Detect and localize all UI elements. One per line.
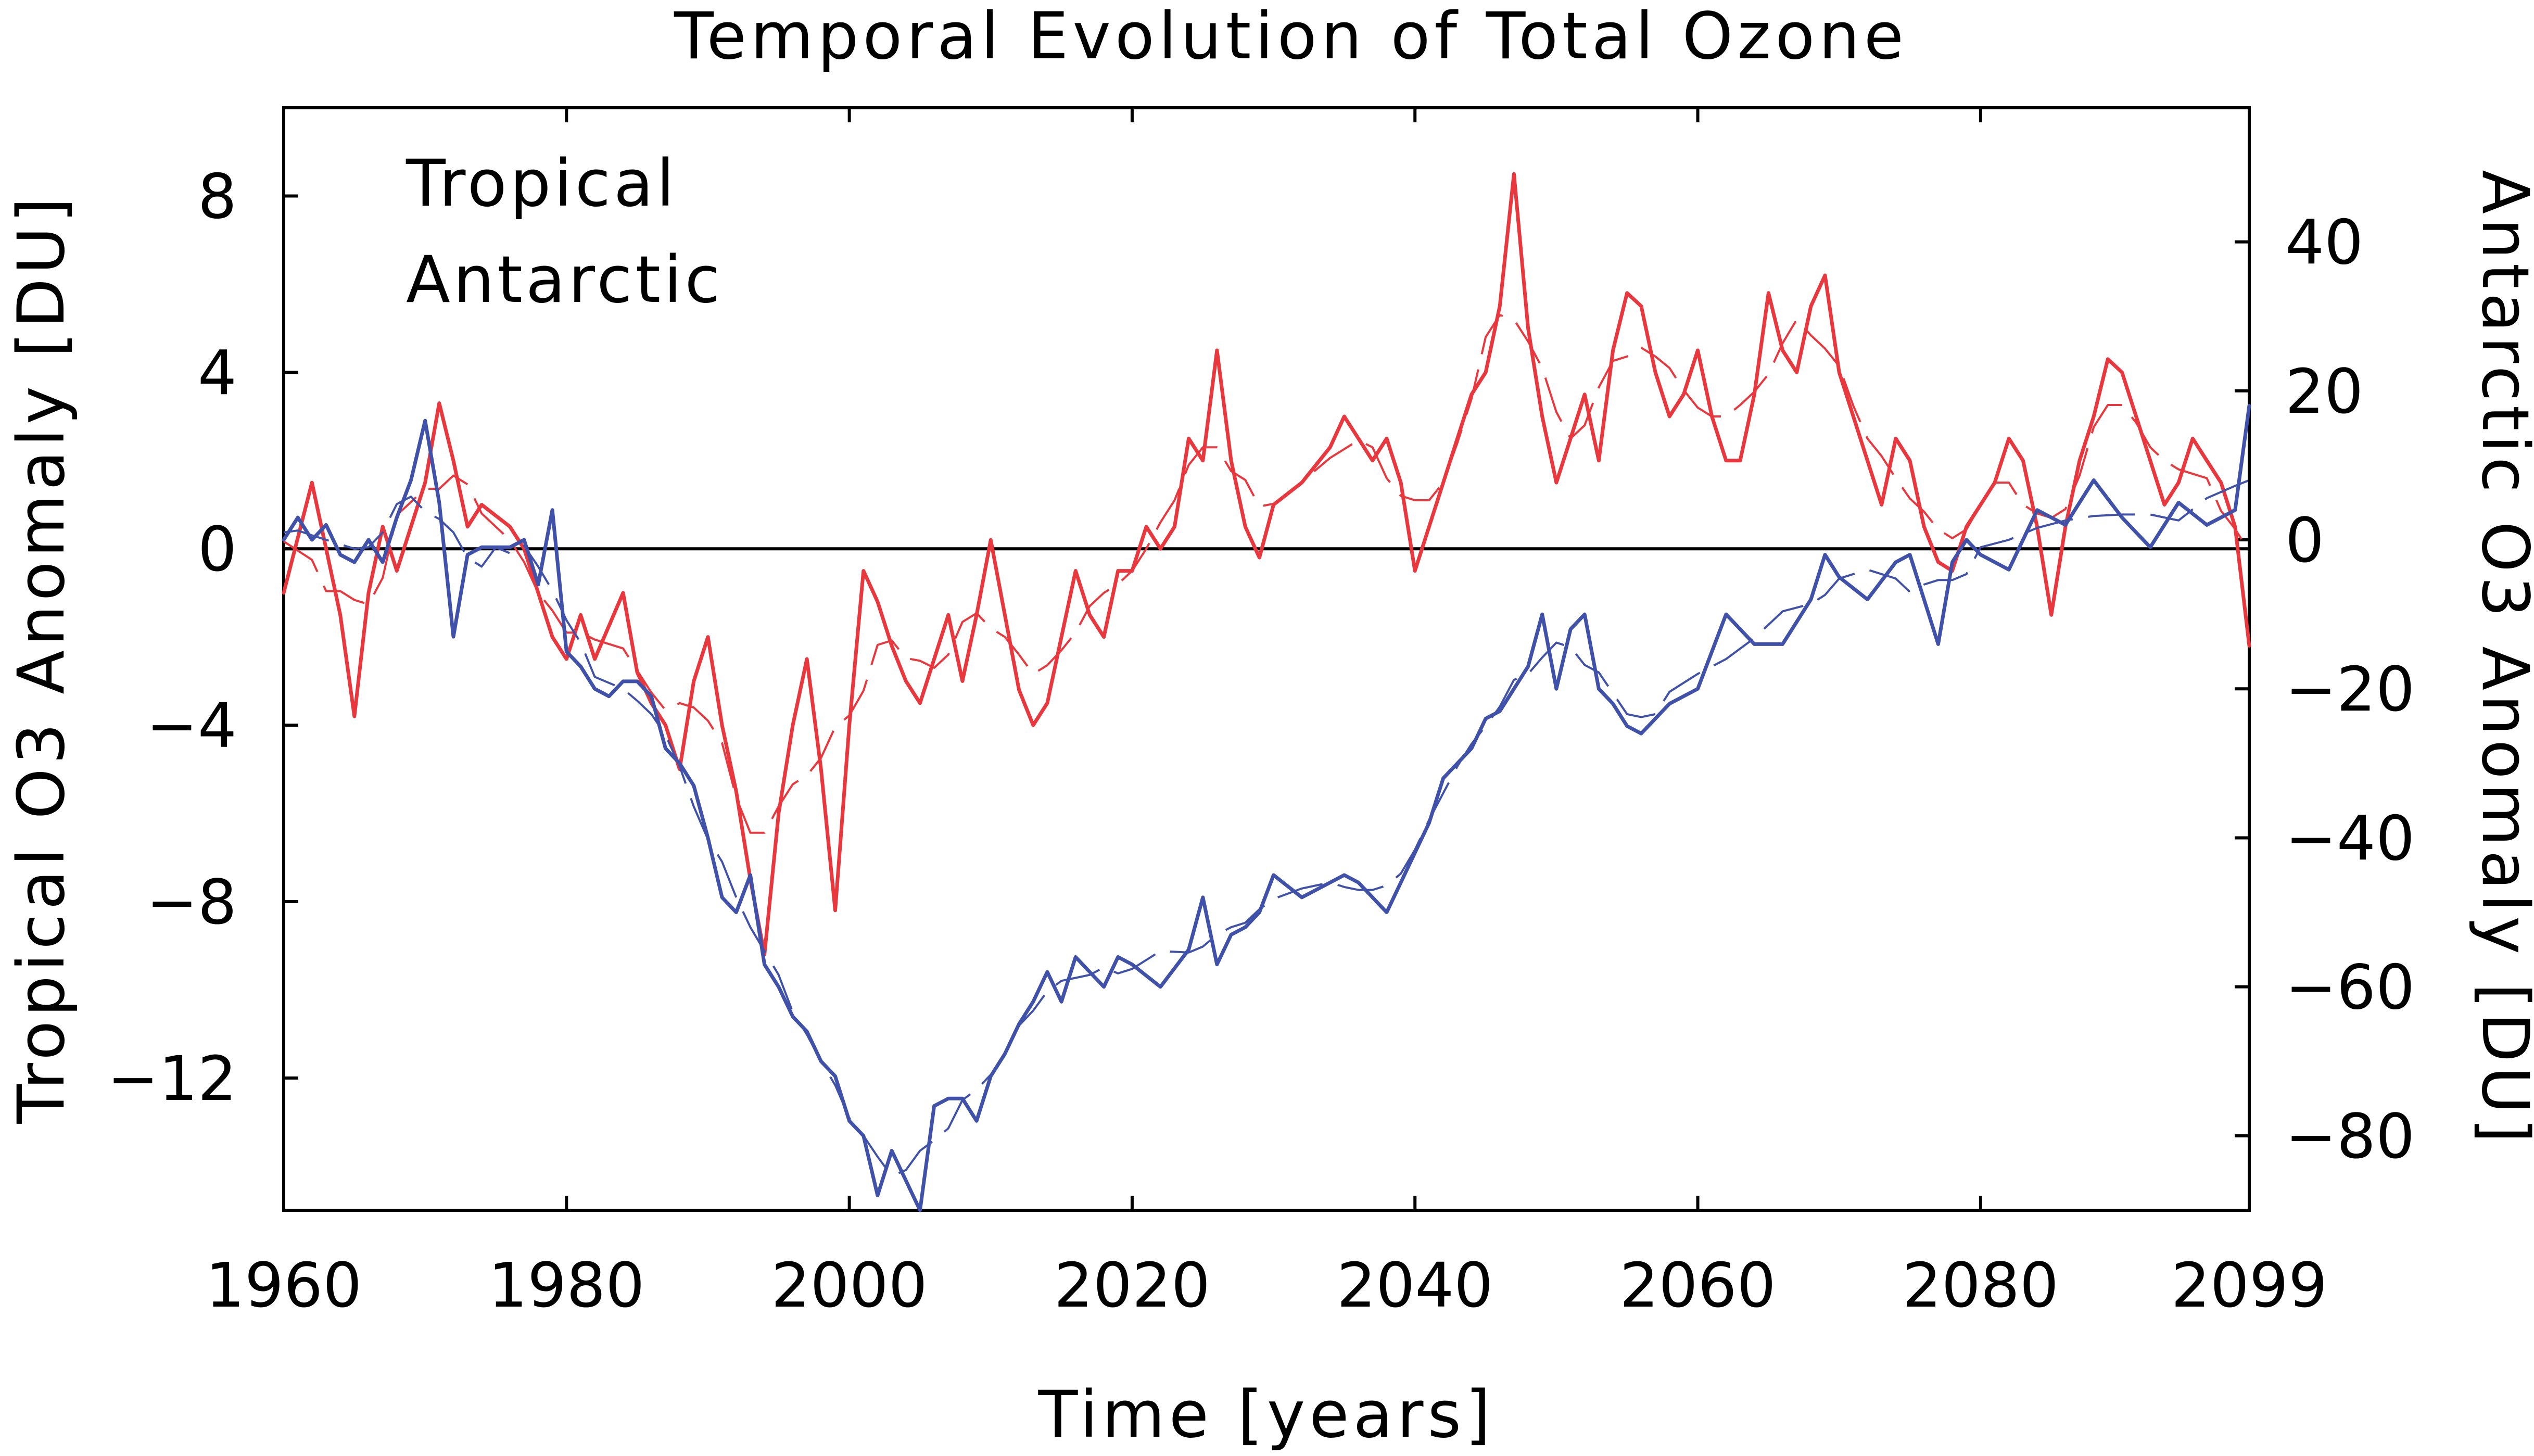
legend: Tropical Antarctic <box>406 146 724 318</box>
chart-title: Temporal Evolution of Total Ozone <box>674 0 1908 74</box>
y-left-tick-label: 4 <box>198 337 237 409</box>
legend-label-antarctic: Antarctic <box>406 243 724 318</box>
legend-label-tropical: Tropical <box>406 146 677 221</box>
series-lines <box>282 172 2251 1212</box>
y-left-tick-label: −4 <box>146 690 237 762</box>
y-right-tick-label: 40 <box>2285 207 2363 278</box>
y-left-tick-label: 8 <box>198 160 237 232</box>
series-line-antarctic <box>282 403 2251 1212</box>
y-axis-label-right: Antarctic O3 Anomaly [DU] <box>2467 170 2534 1147</box>
y-right-tick-label: 20 <box>2285 356 2363 427</box>
y-axis-label-left: Tropical O3 Anomaly [DU] <box>4 193 79 1124</box>
x-tick-label: 1960 <box>206 1249 362 1321</box>
y-axis-left: 8 4 0 −4 −8 −12 <box>107 160 298 1115</box>
y-right-tick-label: −60 <box>2285 952 2415 1023</box>
x-tick-label: 2040 <box>1337 1249 1493 1321</box>
y-right-tick-label: 0 <box>2285 504 2324 576</box>
y-left-tick-label: −12 <box>107 1043 237 1115</box>
y-left-tick-label: 0 <box>198 513 237 585</box>
x-axis: 1960 1980 2000 2020 2040 2060 2080 2099 <box>206 108 2327 1321</box>
y-axis-right: 40 20 0 −20 −40 −60 −80 <box>2235 207 2415 1172</box>
y-right-tick-label: −40 <box>2285 802 2415 874</box>
series-trend-antarctic <box>283 479 2250 1178</box>
y-right-tick-label: −20 <box>2285 653 2415 725</box>
plot-area <box>282 106 2251 1212</box>
y-left-tick-label: −8 <box>146 866 237 938</box>
x-tick-label: 2080 <box>1903 1249 2059 1321</box>
x-tick-label: 2060 <box>1619 1249 1776 1321</box>
y-right-tick-label: −80 <box>2285 1100 2415 1172</box>
x-tick-label: 2099 <box>2171 1249 2327 1321</box>
x-tick-label: 2000 <box>771 1249 927 1321</box>
x-axis-label: Time [years] <box>1038 1377 1495 1452</box>
x-tick-label: 2020 <box>1054 1249 1210 1321</box>
x-tick-label: 1980 <box>488 1249 644 1321</box>
series-trend-tropical <box>283 314 2250 834</box>
